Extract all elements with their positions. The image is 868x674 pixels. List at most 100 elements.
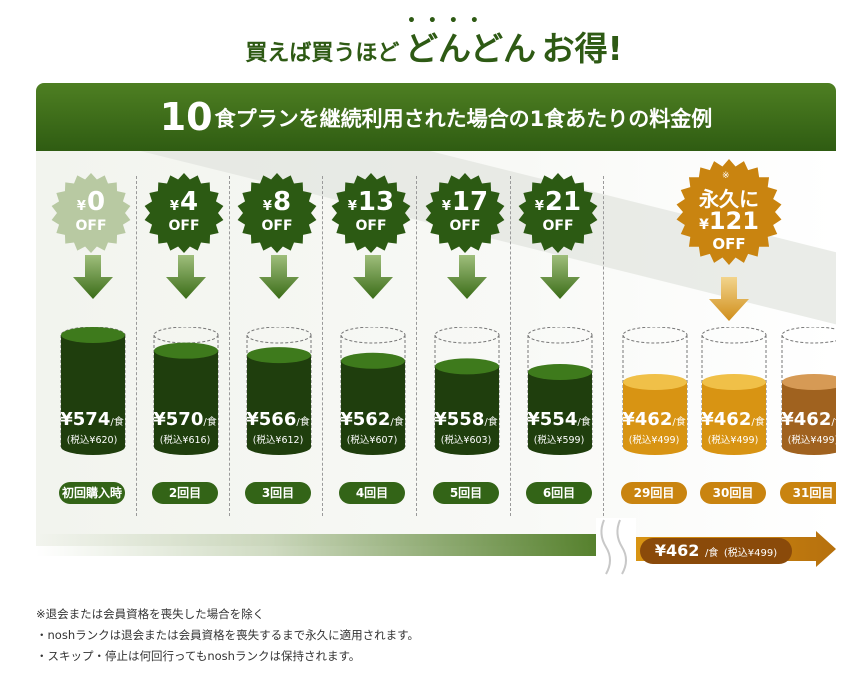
discount-badge: ¥21 OFF <box>518 173 598 253</box>
discount-amount: ¥13 <box>347 187 395 217</box>
price-step-column: ¥8 OFF ¥566/食 (税込¥612) 3回目 <box>232 151 324 546</box>
meal-price: ¥462/食 <box>701 409 765 430</box>
meal-price-tax: (税込¥620) <box>66 435 118 446</box>
meal-price-tax: (税込¥499) <box>787 435 836 446</box>
banner-title: 10食プランを継続利用された場合の1食あたりの料金例 <box>160 95 713 139</box>
column-divider <box>322 176 324 516</box>
starburst-icon <box>518 173 598 253</box>
purchase-count-pill: 3回目 <box>245 482 311 504</box>
column-divider <box>136 176 138 516</box>
starburst-icon <box>144 173 224 253</box>
down-arrow-icon <box>166 255 206 299</box>
meal-price: ¥566/食 <box>246 409 310 430</box>
meal-price: ¥558/食 <box>434 409 498 430</box>
discount-off-label: OFF <box>449 218 481 234</box>
down-arrow-icon <box>353 255 393 299</box>
footnotes: ※退会または会員資格を喪失した場合を除く ・noshランクは退会または会員資格を… <box>36 604 419 667</box>
discount-badge: ¥8 OFF <box>237 173 317 253</box>
meal-price: ¥462/食 <box>781 409 836 430</box>
permanent-off-label: OFF <box>712 235 746 253</box>
starburst-icon <box>676 159 782 265</box>
footnote-3: ・スキップ・停止は何回行ってもnoshランクは保持されます。 <box>36 649 361 663</box>
cost-glass <box>340 327 406 455</box>
meal-price-tax: (税込¥499) <box>707 435 759 446</box>
starburst-icon <box>425 173 505 253</box>
discount-badge: ¥17 OFF <box>425 173 505 253</box>
discount-amount: ¥4 <box>169 187 199 217</box>
purchase-count-pill: 6回目 <box>526 482 592 504</box>
meal-price: ¥570/食 <box>153 409 217 430</box>
discount-amount: ¥8 <box>262 187 292 217</box>
starburst-icon <box>331 173 411 253</box>
meal-price: ¥462/食 <box>622 409 686 430</box>
headline-emphasis: •••• どんどん <box>404 13 536 68</box>
headline: 買えば買うほど •••• どんどん お得! <box>0 13 868 70</box>
discount-off-label: OFF <box>261 218 293 234</box>
discount-off-label: OFF <box>542 218 574 234</box>
cost-glass <box>701 327 767 455</box>
price-step-column: ¥4 OFF ¥570/食 (税込¥616) 2回目 <box>139 151 231 546</box>
down-arrow-icon <box>73 255 113 299</box>
permanent-discount-badge: ※ 永久に ¥121 OFF <box>676 159 782 265</box>
cost-glass <box>246 327 312 455</box>
purchase-count-pill: 31回目 <box>780 482 836 504</box>
meal-price: ¥562/食 <box>340 409 404 430</box>
ongoing-price-pill: ¥462 /食 (税込¥499) <box>640 538 792 564</box>
permanent-label: 永久に <box>699 187 759 211</box>
meal-price-tax: (税込¥499) <box>628 435 680 446</box>
emphasis-dots: •••• <box>406 13 491 29</box>
price-step-column: ¥13 OFF ¥562/食 (税込¥607) 4回目 <box>326 151 418 546</box>
progress-band <box>36 534 621 556</box>
purchase-count-pill: 初回購入時 <box>59 482 125 504</box>
price-step-column: ¥17 OFF ¥558/食 (税込¥603) 5回目 <box>420 151 512 546</box>
discount-off-label: OFF <box>355 218 387 234</box>
meal-price: ¥554/食 <box>527 409 591 430</box>
purchase-count-pill: 29回目 <box>621 482 687 504</box>
down-arrow-icon <box>540 255 580 299</box>
discount-amount: ¥0 <box>76 187 106 217</box>
cost-glass <box>60 327 126 455</box>
plan-banner: 10食プランを継続利用された場合の1食あたりの料金例 <box>36 83 836 151</box>
down-arrow-icon <box>709 277 749 321</box>
discount-badge: ¥13 OFF <box>331 173 411 253</box>
banner-text: 食プランを継続利用された場合の1食あたりの料金例 <box>214 107 713 131</box>
headline-otoku: お得 <box>541 29 608 68</box>
meal-price-tax: (税込¥607) <box>346 435 398 446</box>
starburst-icon <box>237 173 317 253</box>
cost-glass <box>153 327 219 455</box>
cost-glass <box>527 327 593 455</box>
starburst-icon <box>51 173 131 253</box>
wave-break-icon <box>596 518 636 576</box>
discount-amount: ¥21 <box>534 187 582 217</box>
meal-price-tax: (税込¥599) <box>533 435 585 446</box>
cost-glass <box>781 327 836 455</box>
price-step-column: ¥0 OFF ¥574/食 (税込¥620) 初回購入時 <box>46 151 138 546</box>
discount-badge: ¥4 OFF <box>144 173 224 253</box>
footnote-2: ・noshランクは退会または会員資格を喪失するまで永久に適用されます。 <box>36 628 419 642</box>
price-step-column: ¥462/食 (税込¥499) 29回目 <box>608 151 700 546</box>
discount-off-label: OFF <box>75 218 107 234</box>
cost-glass <box>622 327 688 455</box>
column-divider <box>603 176 605 516</box>
purchase-count-pill: 2回目 <box>152 482 218 504</box>
permanent-amount: ¥121 <box>699 207 759 235</box>
banner-number: 10 <box>159 95 213 139</box>
discount-badge: ¥0 OFF <box>51 173 131 253</box>
purchase-count-pill: 4回目 <box>339 482 405 504</box>
price-steps-panel: ¥0 OFF ¥574/食 (税込¥620) 初回購入時 ¥4 OFF ¥570/食 (税込¥6… <box>36 151 836 546</box>
down-arrow-icon <box>259 255 299 299</box>
headline-exclaim: ! <box>607 29 623 68</box>
column-divider <box>510 176 512 516</box>
footnote-1: ※退会または会員資格を喪失した場合を除く <box>36 607 265 621</box>
meal-price-tax: (税込¥612) <box>252 435 304 446</box>
column-divider <box>416 176 418 516</box>
column-divider <box>229 176 231 516</box>
meal-price: ¥574/食 <box>60 409 124 430</box>
discount-off-label: OFF <box>168 218 200 234</box>
purchase-count-pill: 5回目 <box>433 482 499 504</box>
purchase-count-pill: 30回目 <box>700 482 766 504</box>
headline-small: 買えば買うほど <box>245 41 400 66</box>
meal-price-tax: (税込¥603) <box>440 435 492 446</box>
permanent-note-mark: ※ <box>722 171 730 181</box>
price-step-column: ¥21 OFF ¥554/食 (税込¥599) 6回目 <box>513 151 605 546</box>
